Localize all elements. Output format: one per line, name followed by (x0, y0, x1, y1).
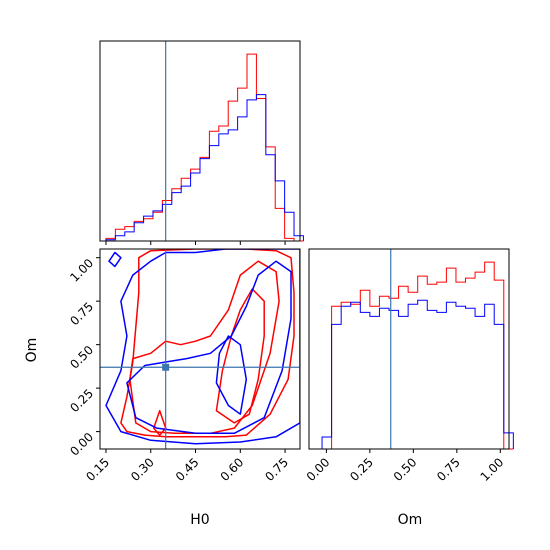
contour-red-2 (215, 288, 265, 424)
panel-hist-h0 (99, 40, 304, 242)
contour-blue-4 (105, 249, 300, 445)
contour-red-0 (120, 249, 295, 438)
contour-blue-7 (108, 251, 122, 268)
frame-hist-om (308, 248, 510, 450)
tick-label-2d-x-3: 0.60 (218, 455, 247, 484)
frame-2d (99, 248, 301, 450)
tick-label-2d-x-1: 0.30 (128, 455, 157, 484)
hist-h0-series-blue (105, 94, 304, 241)
tick-label-2d-y-0: 0.00 (67, 430, 96, 459)
truth-marker (162, 363, 170, 371)
tick-label-hist-om-1: 0.25 (347, 455, 376, 484)
tick-label-2d-x-0: 0.15 (83, 455, 112, 484)
contour-red-1 (129, 260, 280, 435)
frame-hist-h0 (99, 40, 301, 242)
hist-om-series-red (312, 261, 514, 450)
contour-blue-5 (126, 260, 292, 435)
tick-label-hist-om-2: 0.50 (391, 455, 420, 484)
contour-blue-6 (215, 335, 248, 415)
tick-label-hist-om-0: 0.00 (304, 455, 333, 484)
tick-label-2d-y-4: 1.00 (67, 256, 96, 285)
panel-2d (99, 248, 301, 450)
tick-label-2d-y-1: 0.25 (67, 386, 96, 415)
hist-h0-series-red (105, 53, 304, 242)
y-label-om: Om (24, 338, 40, 363)
tick-label-2d-y-2: 0.50 (67, 343, 96, 372)
hist-om-series-blue (312, 299, 514, 450)
tick-label-2d-y-3: 0.75 (67, 299, 96, 328)
x-label-h0: H0 (190, 512, 209, 528)
tick-label-hist-om-3: 0.75 (434, 455, 463, 484)
panel-hist-om (308, 248, 514, 450)
tick-label-2d-x-4: 0.75 (262, 455, 291, 484)
tick-label-hist-om-4: 1.00 (478, 455, 507, 484)
tick-label-2d-x-2: 0.45 (173, 455, 202, 484)
x-label-om: Om (398, 512, 423, 528)
